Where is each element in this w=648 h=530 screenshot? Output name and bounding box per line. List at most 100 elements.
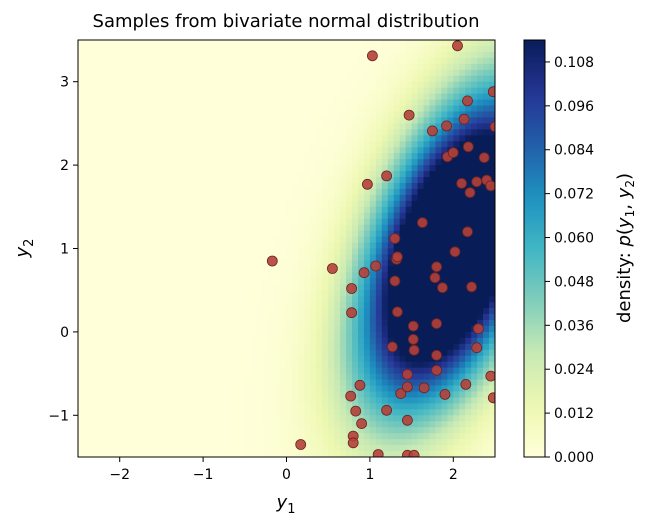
heatmap-cell [167,260,174,267]
heatmap-cell [227,40,234,47]
heatmap-cell [400,147,407,154]
heatmap-cell [197,266,204,273]
heatmap-cell [376,368,383,375]
heatmap-cell [298,123,305,130]
heatmap-cell [376,76,383,83]
heatmap-cell [287,52,294,59]
heatmap-cell [227,177,234,184]
heatmap-cell [340,76,347,83]
heatmap-cell [471,296,478,303]
heatmap-cell [281,427,288,434]
heatmap-cell [102,52,109,59]
heatmap-cell [144,380,151,387]
heatmap-cell [435,219,442,226]
heatmap-cell [209,213,216,220]
heatmap-cell [447,278,454,285]
heatmap-cell [281,52,288,59]
heatmap-cell [126,111,133,118]
heatmap-cell [144,243,151,250]
heatmap-cell [400,171,407,178]
heatmap-cell [429,111,436,118]
heatmap-cell [358,439,365,446]
heatmap-cell [418,106,425,113]
heatmap-cell [304,153,311,160]
heatmap-cell [149,338,156,345]
heatmap-cell [304,201,311,208]
heatmap-cell [161,88,168,95]
heatmap-cell [233,380,240,387]
heatmap-cell [441,243,448,250]
heatmap-cell [429,445,436,452]
heatmap-cell [149,308,156,315]
heatmap-cell [221,344,228,351]
heatmap-cell [90,100,97,107]
heatmap-cell [370,296,377,303]
heatmap-cell [167,290,174,297]
heatmap-cell [477,106,484,113]
heatmap-cell [239,147,246,154]
heatmap-cell [179,147,186,154]
heatmap-cell [144,272,151,279]
heatmap-cell [144,100,151,107]
heatmap-cell [173,177,180,184]
heatmap-cell [108,46,115,53]
heatmap-cell [167,391,174,398]
heatmap-cell [316,237,323,244]
heatmap-cell [328,374,335,381]
heatmap-cell [328,135,335,142]
heatmap-cell [298,243,305,250]
heatmap-cell [465,106,472,113]
heatmap-cell [245,445,252,452]
heatmap-cell [179,445,186,452]
heatmap-cell [179,165,186,172]
heatmap-cell [382,260,389,267]
heatmap-cell [352,266,359,273]
heatmap-cell [292,70,299,77]
heatmap-cell [191,225,198,232]
heatmap-cell [292,189,299,196]
heatmap-cell [221,308,228,315]
heatmap-cell [161,254,168,261]
heatmap-cell [406,189,413,196]
heatmap-cell [316,94,323,101]
heatmap-cell [328,46,335,53]
heatmap-cell [322,52,329,59]
heatmap-cell [453,278,460,285]
heatmap-cell [132,350,139,357]
heatmap-cell [322,272,329,279]
heatmap-cell [400,362,407,369]
heatmap-cell [251,290,258,297]
heatmap-cell [429,88,436,95]
heatmap-cell [185,362,192,369]
heatmap-cell [322,141,329,148]
heatmap-cell [233,70,240,77]
heatmap-cell [322,296,329,303]
heatmap-cell [120,332,127,339]
heatmap-cell [245,374,252,381]
heatmap-cell [209,201,216,208]
heatmap-cell [102,326,109,333]
heatmap-cell [328,386,335,393]
heatmap-cell [179,290,186,297]
heatmap-cell [126,332,133,339]
heatmap-cell [281,368,288,375]
heatmap-cell [167,338,174,345]
heatmap-cell [102,195,109,202]
heatmap-cell [263,350,270,357]
heatmap-cell [453,94,460,101]
heatmap-cell [251,302,258,309]
heatmap-cell [418,94,425,101]
heatmap-cell [239,284,246,291]
heatmap-cell [161,129,168,136]
heatmap-cell [90,147,97,154]
heatmap-cell [406,290,413,297]
heatmap-cell [424,249,431,256]
heatmap-cell [459,237,466,244]
heatmap-cell [483,207,490,214]
heatmap-cell [394,117,401,124]
heatmap-cell [132,58,139,65]
heatmap-cell [233,249,240,256]
heatmap-cell [358,433,365,440]
heatmap-cell [370,302,377,309]
heatmap-cell [322,40,329,47]
